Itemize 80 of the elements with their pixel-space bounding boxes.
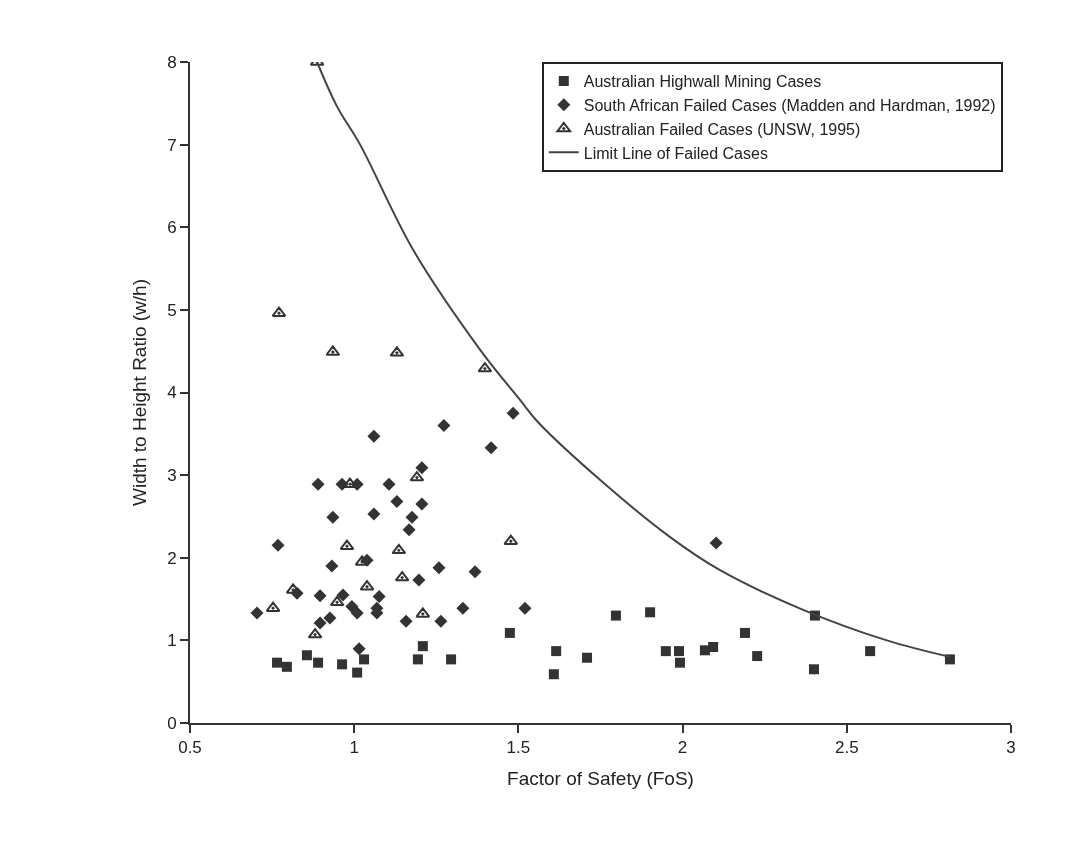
point — [415, 461, 429, 475]
point — [417, 641, 428, 652]
point — [250, 606, 264, 620]
point — [432, 561, 446, 575]
y-tick-label: 6 — [167, 218, 177, 238]
point — [382, 477, 396, 491]
point — [446, 654, 457, 665]
point — [456, 601, 470, 615]
point — [944, 654, 955, 665]
point — [313, 616, 327, 630]
point — [402, 523, 416, 537]
y-tick-label: 8 — [167, 52, 177, 72]
point — [390, 495, 404, 509]
point — [313, 657, 324, 668]
point — [412, 573, 426, 587]
point — [367, 429, 381, 443]
point — [329, 595, 345, 607]
point — [336, 588, 350, 602]
legend-label: Australian Failed Cases (UNSW, 1995) — [583, 120, 861, 138]
point — [323, 611, 337, 625]
point — [709, 536, 723, 550]
x-tick-label: 0.5 — [178, 738, 202, 758]
point — [674, 657, 685, 668]
point — [582, 652, 593, 663]
point — [437, 419, 451, 433]
point — [412, 654, 423, 665]
x-tick-label: 2.5 — [834, 738, 859, 758]
point — [352, 642, 366, 656]
point — [350, 606, 364, 620]
point — [372, 590, 386, 604]
x-axis-title: Factor of Safety (FoS) — [507, 767, 694, 789]
point — [337, 659, 348, 670]
point — [506, 406, 520, 420]
point — [415, 497, 429, 511]
point — [325, 559, 339, 573]
point — [313, 589, 327, 603]
point — [610, 610, 621, 621]
point — [301, 650, 312, 661]
x-tick-label: 3 — [1006, 738, 1016, 758]
point — [865, 646, 876, 657]
point — [708, 641, 719, 652]
point — [345, 600, 359, 613]
point — [367, 507, 381, 521]
point — [272, 657, 283, 668]
x-tick-label: 1.5 — [506, 738, 531, 758]
point — [518, 601, 532, 615]
legend-label: Limit Line of Failed Cases — [583, 144, 768, 162]
point — [399, 614, 413, 628]
point — [740, 627, 750, 638]
point — [660, 646, 671, 657]
point — [405, 510, 419, 524]
y-tick-label: 4 — [167, 383, 177, 403]
y-tick-label: 3 — [167, 466, 177, 486]
point — [673, 646, 684, 657]
point — [504, 627, 515, 638]
point — [548, 669, 559, 680]
y-tick-label: 0 — [167, 713, 177, 733]
point — [484, 441, 498, 455]
point — [391, 543, 407, 555]
point — [468, 565, 482, 579]
legend-label: Australian Highwall Mining Cases — [583, 73, 822, 91]
point — [311, 477, 325, 491]
point — [434, 614, 448, 628]
point — [352, 667, 363, 678]
y-tick-label: 2 — [167, 548, 177, 568]
x-tick-label: 1 — [349, 738, 359, 758]
point — [752, 651, 763, 662]
point — [551, 646, 562, 657]
point — [808, 664, 819, 675]
y-tick-label: 1 — [167, 631, 177, 651]
point — [271, 538, 285, 552]
point — [645, 607, 656, 618]
y-tick-label: 7 — [167, 135, 177, 155]
point — [281, 661, 292, 672]
x-tick-label: 2 — [677, 738, 688, 758]
legend-label: South African Failed Cases (Madden and Hardman, 1992) — [583, 96, 996, 114]
point — [326, 510, 340, 524]
point — [359, 654, 370, 665]
y-axis-title: Width to Height Ratio (w/h) — [129, 278, 151, 507]
y-tick-label: 5 — [167, 300, 177, 320]
